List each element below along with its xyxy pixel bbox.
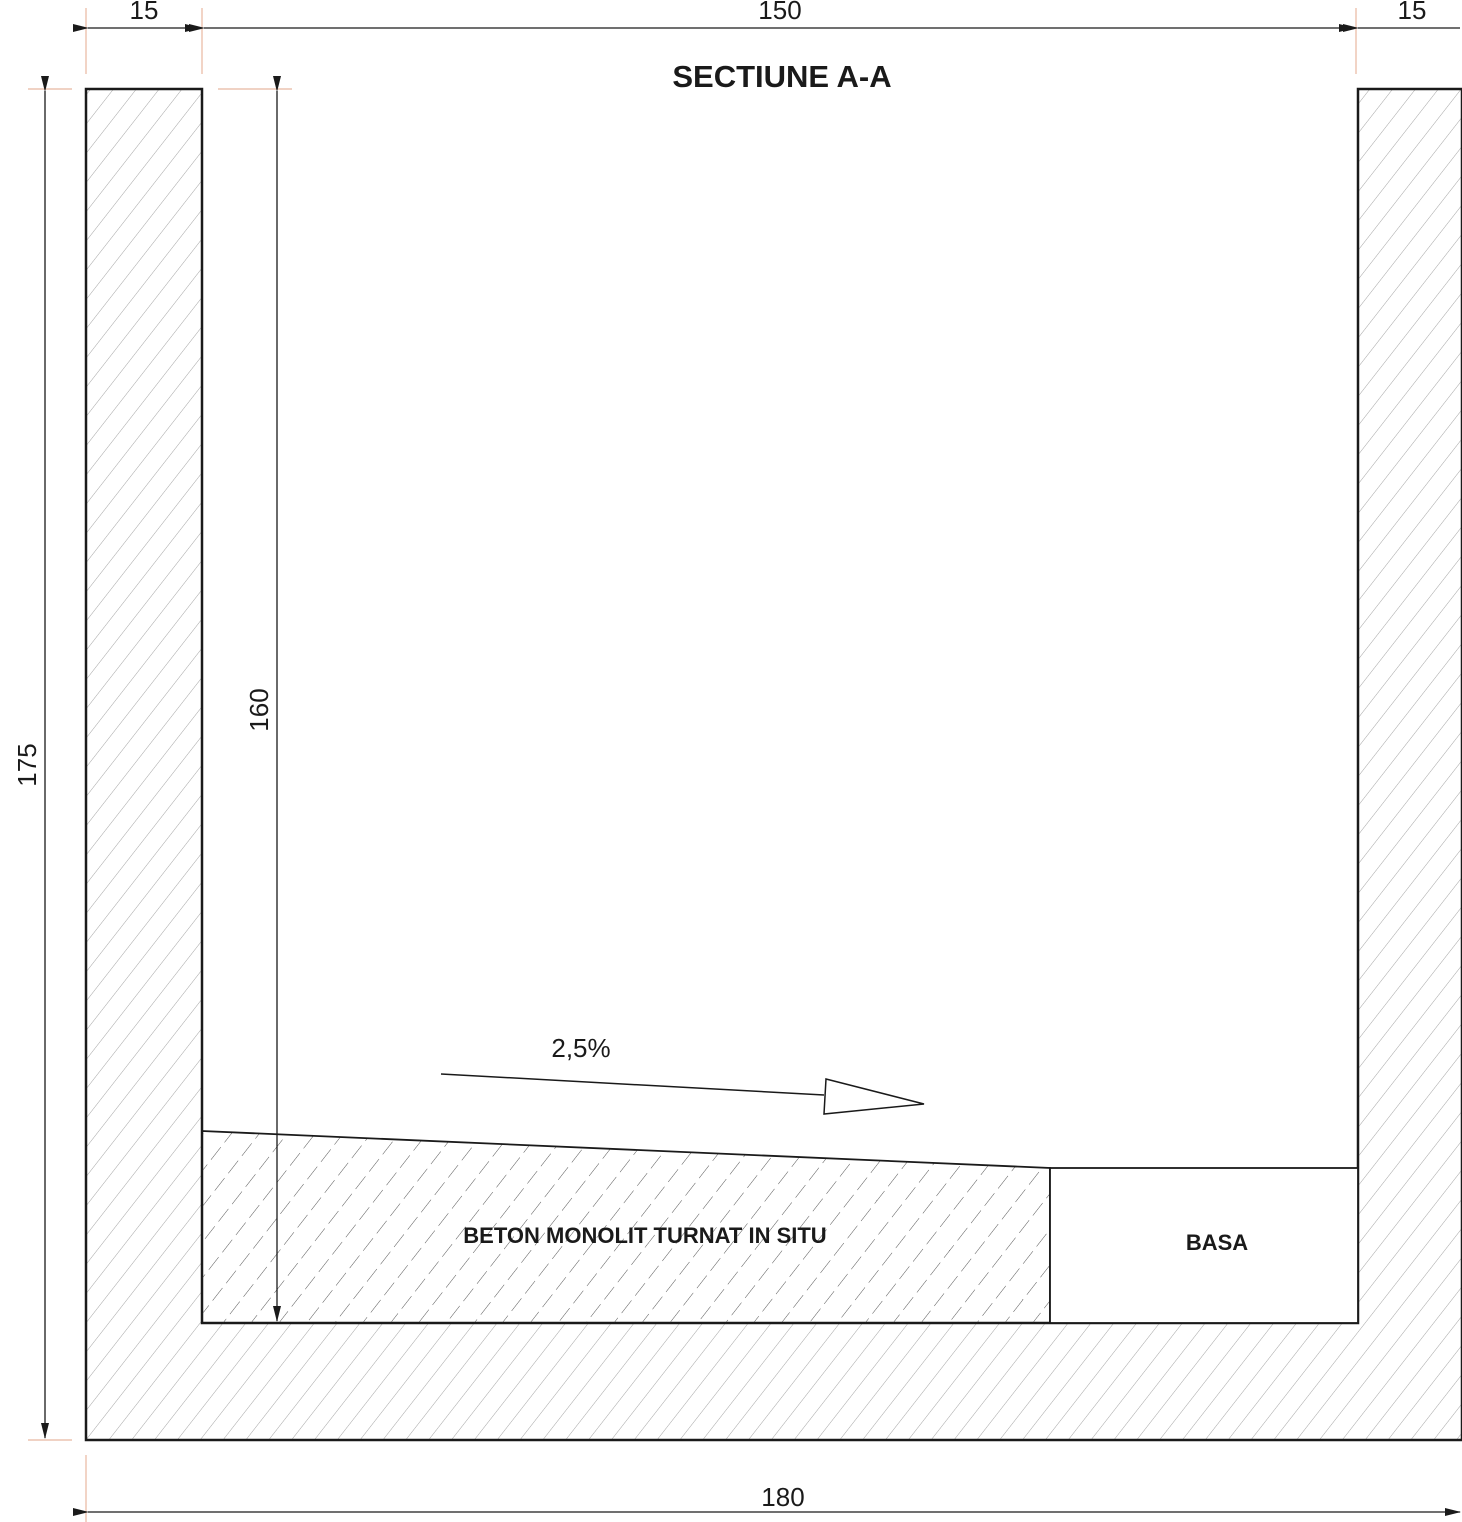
dim-top-right: 15 — [1398, 0, 1427, 25]
slope-arrow — [440, 1073, 925, 1115]
wall-section — [84, 87, 1462, 1442]
basa-box — [1049, 1167, 1359, 1324]
dim-top-left: 15 — [130, 0, 159, 25]
dim-top-middle: 150 — [758, 0, 801, 25]
dim-inner-height: 160 — [244, 688, 274, 731]
section-title: SECTIUNE A-A — [672, 59, 891, 94]
slope-label: 2,5% — [551, 1033, 610, 1063]
dim-total-height: 175 — [12, 743, 42, 786]
basa-label: BASA — [1186, 1230, 1248, 1255]
dim-total-width: 180 — [761, 1482, 804, 1512]
dimension-lines — [41, 24, 1461, 1516]
concrete-fill-label: BETON MONOLIT TURNAT IN SITU — [463, 1223, 826, 1248]
